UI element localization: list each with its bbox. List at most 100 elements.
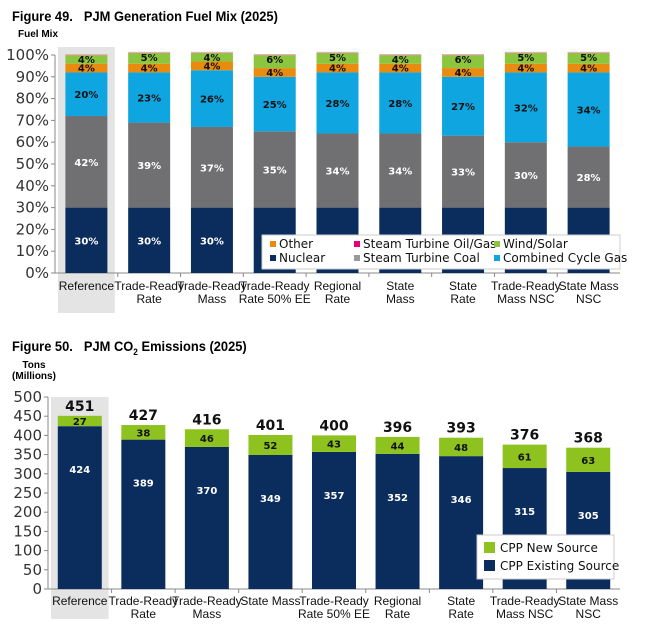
x-category-label: Trade-Ready	[299, 594, 369, 608]
y-tick-label: 0	[32, 580, 42, 598]
segment-label: 35%	[263, 165, 287, 176]
y-tick-label: 150	[13, 522, 42, 540]
x-category-label: NSC	[576, 292, 602, 306]
total-label: 400	[319, 418, 348, 434]
x-category-label: Rate	[385, 607, 411, 621]
segment-label: 46	[200, 434, 214, 445]
bar-segment-other	[253, 68, 296, 77]
x-category-label: Regional	[314, 279, 361, 293]
x-category-label: State	[386, 279, 414, 293]
bar-segment-steam-turbine-oil-gas	[567, 51, 610, 54]
segment-label: 48	[454, 443, 468, 454]
segment-label: 6%	[455, 55, 472, 66]
x-category-label: Rate 50% EE	[298, 607, 370, 621]
bar-segment-steam-turbine-oil-gas	[442, 54, 485, 56]
fuel-mix-chart: Fuel Mix 0% 10% 20% 30% 40% 50% 60% 70% 80% 90% 100…	[6, 29, 627, 313]
segment-label: 23%	[137, 94, 161, 105]
bar-segment-other	[504, 63, 547, 73]
x-category-label: Trade-Ready	[491, 279, 561, 293]
bar-segment-cpp-existing-source	[248, 454, 293, 589]
bar-segment-wind-solar	[253, 55, 296, 69]
bar-segment-wind-solar	[316, 52, 359, 64]
segment-label: 38	[136, 428, 150, 439]
y-tick-label: 50	[23, 561, 42, 579]
legend-label: Steam Turbine Oil/Gas	[363, 237, 496, 251]
legend-label: Nuclear	[279, 251, 325, 265]
bar-segment-nuclear	[65, 207, 108, 273]
bar-segment-cpp-new-source	[184, 429, 229, 447]
bar-segment-nuclear	[190, 207, 233, 273]
segment-label: 424	[69, 465, 90, 476]
segment-label: 5%	[141, 53, 158, 64]
segment-label: 27	[73, 417, 87, 428]
bar-segment-cpp-new-source	[57, 415, 102, 427]
segment-label: 32%	[514, 103, 538, 114]
legend-label: CPP New Source	[500, 541, 598, 555]
x-category-label: Trade-Ready	[240, 279, 310, 293]
y-tick-label: 90%	[16, 68, 49, 86]
x-category-label: Mass	[198, 292, 227, 306]
segment-label: 4%	[580, 64, 597, 75]
segment-label: 352	[387, 493, 408, 504]
segment-label: 4%	[392, 55, 409, 66]
bar-segment-steam-turbine-coal	[442, 135, 485, 208]
x-category-label: Regional	[374, 594, 421, 608]
bar-segment-combined-cycle-gas	[190, 70, 233, 127]
bar-segment-steam-turbine-coal	[567, 146, 610, 208]
y-tick-label: 80%	[16, 90, 49, 108]
bar-segment-nuclear	[128, 207, 171, 273]
legend-swatch	[484, 560, 495, 571]
bar-segment-steam-turbine-oil-gas	[128, 51, 171, 54]
bar-segment-combined-cycle-gas	[65, 72, 108, 117]
segment-label: 42%	[74, 158, 98, 169]
bar-segment-other	[379, 63, 422, 73]
bar-segment-cpp-existing-source	[184, 446, 229, 589]
bar-segment-other	[128, 63, 171, 73]
bar-segment-combined-cycle-gas	[128, 72, 171, 123]
bar-segment-other	[65, 63, 108, 73]
segment-label: 5%	[580, 53, 597, 64]
x-category-label: Rate 50% EE	[239, 292, 311, 306]
x-category-label: Rate	[450, 292, 476, 306]
y-tick-label: 100	[13, 542, 42, 560]
x-category-label: Trade-Ready	[490, 594, 560, 608]
bar-segment-cpp-new-source	[375, 436, 420, 454]
x-category-label: State Mass	[559, 279, 619, 293]
segment-label: 30%	[200, 236, 224, 247]
bar-segment-cpp-existing-source	[312, 451, 356, 589]
bar-segment-combined-cycle-gas	[316, 72, 359, 134]
bar-segment-other	[567, 63, 610, 73]
x-category-label: Reference	[59, 279, 115, 293]
segment-label: 30%	[74, 236, 98, 247]
bar-segment-wind-solar	[65, 55, 108, 64]
bar-segment-steam-turbine-oil-gas	[379, 54, 422, 56]
segment-label: 26%	[200, 95, 224, 106]
segment-label: 61	[518, 452, 532, 463]
segment-label: 33%	[451, 168, 475, 179]
y-tick-label: 200	[13, 503, 42, 521]
x-category-label: Mass NSC	[497, 292, 555, 306]
total-label: 396	[383, 420, 412, 436]
bar-segment-cpp-new-source	[121, 425, 166, 440]
y-axis-label: Fuel Mix	[18, 29, 58, 40]
y-tick-label: 70%	[16, 111, 49, 129]
total-label: 427	[129, 408, 158, 424]
y-tick-label: 500	[13, 388, 42, 406]
segment-label: 34%	[388, 167, 412, 178]
legend-label: CPP Existing Source	[500, 559, 619, 573]
bar-segment-other	[316, 63, 359, 73]
x-category-label: Trade-Ready	[114, 279, 184, 293]
y-axis-label: Tons	[22, 360, 46, 371]
bar-segment-cpp-new-source	[502, 444, 547, 469]
bar-segment-cpp-existing-source	[439, 456, 484, 589]
bar-segment-steam-turbine-oil-gas	[65, 54, 108, 56]
bar-segment-cpp-existing-source	[121, 439, 166, 589]
bar-segment-steam-turbine-oil-gas	[253, 54, 296, 56]
bar-segment-steam-turbine-coal	[65, 116, 108, 208]
bar-segment-steam-turbine-coal	[379, 133, 422, 208]
segment-label: 28%	[326, 99, 350, 110]
x-category-label: Trade-Ready	[177, 279, 247, 293]
bar-segment-wind-solar	[567, 52, 610, 64]
segment-label: 28%	[388, 99, 412, 110]
legend-label: Steam Turbine Coal	[363, 251, 480, 265]
